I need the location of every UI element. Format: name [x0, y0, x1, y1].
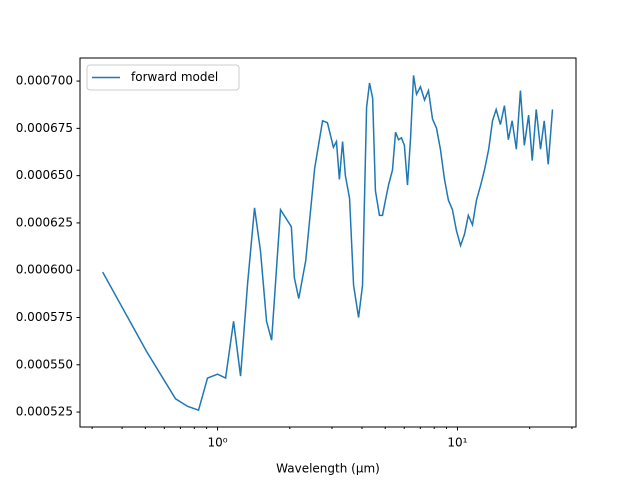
x-axis-label: Wavelength (μm): [276, 462, 380, 476]
y-tick-label: 0.000600: [16, 263, 73, 277]
y-tick-label: 0.000625: [16, 215, 73, 229]
y-tick-label: 0.000700: [16, 74, 73, 88]
legend-box: [86, 64, 240, 91]
y-tick-label: 0.000550: [16, 357, 73, 371]
y-tick-label: 0.000675: [16, 121, 73, 135]
x-tick-label: 10¹: [447, 436, 467, 450]
y-tick-label: 0.000650: [16, 168, 73, 182]
plot-frame: [79, 57, 577, 428]
y-tick-label: 0.000525: [16, 405, 73, 419]
legend-label: forward model: [131, 70, 218, 84]
y-tick-label: 0.000575: [16, 310, 73, 324]
data-line: [102, 75, 554, 412]
x-tick-label: 10⁰: [208, 436, 228, 450]
